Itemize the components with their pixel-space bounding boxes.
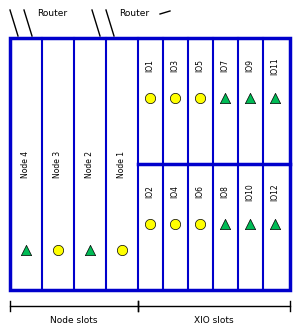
Point <box>273 95 278 101</box>
Text: IO5: IO5 <box>196 59 205 72</box>
Text: Node 3: Node 3 <box>53 150 62 178</box>
Point <box>223 221 227 227</box>
Text: IO9: IO9 <box>245 59 254 72</box>
Text: IO2: IO2 <box>146 186 154 199</box>
Text: Router: Router <box>119 10 149 19</box>
Text: IO10: IO10 <box>245 183 254 201</box>
Point <box>198 221 203 227</box>
Text: Node slots: Node slots <box>50 316 98 325</box>
Text: Router: Router <box>37 10 67 19</box>
Point <box>273 221 278 227</box>
Point <box>223 95 227 101</box>
Bar <box>10 38 290 290</box>
Text: IO12: IO12 <box>271 183 280 201</box>
Text: IO8: IO8 <box>220 186 230 199</box>
Point <box>248 221 252 227</box>
Text: XIO slots: XIO slots <box>194 316 234 325</box>
Text: Node 2: Node 2 <box>85 150 94 178</box>
Text: IO7: IO7 <box>220 59 230 72</box>
Text: IO6: IO6 <box>196 186 205 199</box>
Point <box>56 247 60 253</box>
Point <box>24 247 28 253</box>
Text: Node 1: Node 1 <box>118 150 127 178</box>
Point <box>172 95 177 101</box>
Text: IO11: IO11 <box>271 57 280 75</box>
Point <box>198 95 203 101</box>
Text: IO1: IO1 <box>146 59 154 72</box>
Point <box>148 95 152 101</box>
Text: Node 4: Node 4 <box>22 150 31 178</box>
Text: IO4: IO4 <box>170 186 179 199</box>
Point <box>120 247 124 253</box>
Point <box>172 221 177 227</box>
Point <box>248 95 252 101</box>
Text: IO3: IO3 <box>170 59 179 72</box>
Point <box>88 247 92 253</box>
Point <box>148 221 152 227</box>
